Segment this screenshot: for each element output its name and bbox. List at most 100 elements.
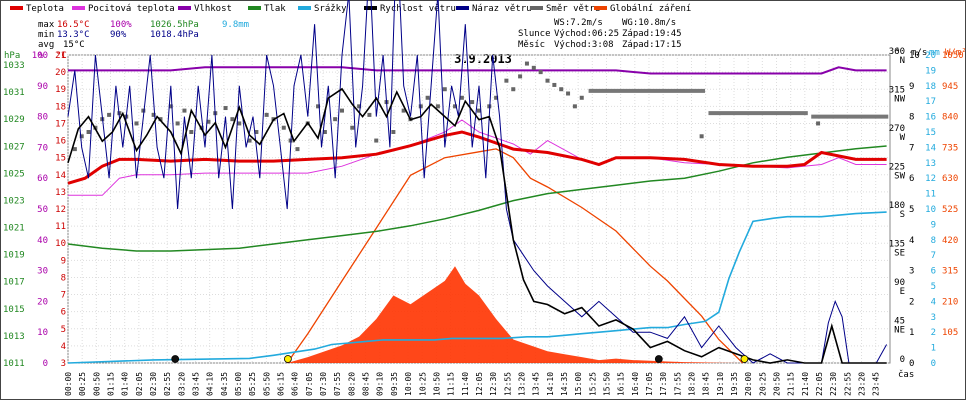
axis-pct-tick-4: 60 [37, 174, 48, 184]
axis-x-tick-11: 04:35 [220, 372, 229, 396]
info-moon-label: Měsíc [518, 40, 545, 50]
wind-dir-point [391, 130, 396, 134]
axis-wm2-tick-2: 840 [942, 113, 958, 123]
wind-dir-point [401, 108, 406, 113]
axis-temp-tick-1: 20 [55, 68, 66, 78]
axis-mm-tick-6: 14 [925, 143, 936, 153]
axis-hpa-tick-1: 1031 [3, 88, 25, 98]
axis-x-tick-13: 05:25 [248, 372, 257, 396]
axis-temp-tick-6: 15 [55, 154, 66, 164]
axis-dir-deg-0: 360 [889, 47, 905, 57]
axis-mm-tick-4: 16 [925, 113, 936, 123]
info-sunset: Západ:19:45 [622, 29, 682, 39]
axis-x-tick-5: 02:05 [135, 372, 144, 396]
axis-pct-tick-9: 10 [37, 328, 48, 338]
wind-dir-point [487, 104, 492, 109]
axis-ms-tick-4: 6 [909, 174, 914, 184]
axis-pct-tick-5: 50 [37, 205, 48, 215]
stats-avg-temp: 15°C [63, 40, 85, 50]
axis-mm-tick-0: 20 [925, 51, 936, 61]
sun-moon-info: WS:7.2m/s WG:10.8m/s Slunce Východ:06:25… [518, 18, 682, 50]
wind-dir-point [295, 147, 300, 152]
axis-x-tick-42: 17:30 [659, 372, 668, 396]
axis-x-tick-50: 20:50 [773, 372, 782, 396]
axis-temp-tick-3: 18 [55, 102, 66, 112]
legend-label-7: Směr větru [546, 4, 600, 14]
axis-mm-tick-2: 18 [925, 82, 936, 92]
axis-mm-tick-10: 10 [925, 205, 936, 215]
axis-wm2-tick-3: 735 [942, 143, 958, 153]
wind-dir-point [699, 134, 704, 139]
axis-temp-tick-4: 17 [55, 119, 66, 129]
axis-hpa-tick-0: 1033 [3, 61, 25, 71]
axis-hpa-tick-8: 1017 [3, 278, 25, 288]
wind-dir-point [435, 104, 440, 109]
legend-swatch-4 [298, 6, 311, 10]
axis-temp-tick-8: 13 [55, 188, 66, 198]
axis-x-tick-33: 13:45 [532, 372, 541, 396]
wind-dir-point [340, 108, 344, 113]
legend-label-1: Pocitová teplota [88, 4, 175, 14]
axis-x-tick-7: 02:55 [163, 372, 172, 396]
axis-dir-name-2: W [900, 133, 906, 143]
wind-dir-point [504, 78, 509, 83]
axis-wm2-tick-0: 1050 [942, 51, 964, 61]
axis-dir-deg-1: 315 [889, 86, 905, 96]
axis-x-tick-51: 21:15 [787, 372, 796, 396]
wind-dir-point [168, 104, 173, 109]
stats-min-press: 1018.4hPa [150, 30, 199, 40]
wind-dir-point [175, 121, 180, 126]
legend-swatch-0 [10, 6, 23, 10]
axis-x-tick-36: 15:00 [574, 372, 583, 396]
wind-dir-point [545, 78, 550, 83]
wind-dir-point [357, 104, 362, 109]
wind-dir-point [237, 121, 242, 126]
radiation-area [287, 266, 743, 363]
axis-x-tick-25: 10:25 [418, 372, 427, 396]
moon-marker-2 [654, 355, 663, 363]
axis-wm2-tick-8: 210 [942, 297, 958, 307]
axis-x-tick-48: 20:00 [744, 372, 753, 396]
wind-dir-point [425, 95, 430, 100]
legend: Teplota Pocitová teplota Vlhkost Tlak Srážky… [10, 4, 691, 14]
axis-x-tick-52: 21:40 [801, 372, 810, 396]
legend-swatch-1 [72, 6, 85, 10]
axis-pct-tick-0: 100 [32, 51, 48, 61]
axis-temp-tick-14: 7 [61, 291, 66, 301]
axis-ms-tick-1: 9 [909, 82, 914, 92]
axis-x-tick-22: 09:10 [376, 372, 385, 396]
legend-swatch-8 [594, 6, 607, 10]
axis-pct-tick-1: 90 [37, 82, 48, 92]
wind-gust-line [67, 0, 888, 364]
axis-x-tick-16: 06:40 [291, 372, 300, 396]
axis-x-tick-10: 04:10 [206, 372, 215, 396]
legend-label-6: Náraz větru [472, 4, 532, 14]
axis-dir-unit: ° [895, 48, 900, 58]
axis-temp-tick-9: 12 [55, 205, 66, 215]
axis-temp-tick-18: 3 [61, 359, 66, 369]
axis-hpa-tick-4: 1025 [3, 169, 25, 179]
axis-x-tick-56: 23:20 [858, 372, 867, 396]
axis-x-tick-57: 23:45 [872, 372, 881, 396]
axis-dir-name-0: N [900, 56, 905, 66]
rain-line [67, 211, 887, 364]
stats-min-temp: 13.3°C [57, 30, 90, 40]
axis-mm-tick-14: 6 [931, 267, 936, 277]
axis-pct-tick-6: 40 [37, 236, 48, 246]
wind-dir-point [316, 104, 321, 109]
stats-max-label: max [38, 20, 55, 30]
wind-dir-point [141, 108, 146, 113]
axis-x-tick-3: 01:15 [107, 372, 116, 396]
axis-x-tick-9: 03:45 [192, 372, 201, 396]
axis-dir-name-4: S [900, 210, 905, 220]
wind-dir-point [182, 108, 187, 113]
axis-dir-deg-5: 135 [889, 240, 905, 250]
wind-dir-point [442, 87, 447, 92]
radiation-line [286, 148, 744, 364]
axis-x-tick-18: 07:30 [319, 372, 328, 396]
axis-x-tick-31: 12:55 [503, 372, 512, 396]
plot-area [67, 0, 891, 364]
info-sun-label: Slunce [518, 29, 551, 39]
axis-temp-tick-13: 8 [61, 273, 66, 283]
wind-dir-point [367, 112, 372, 117]
